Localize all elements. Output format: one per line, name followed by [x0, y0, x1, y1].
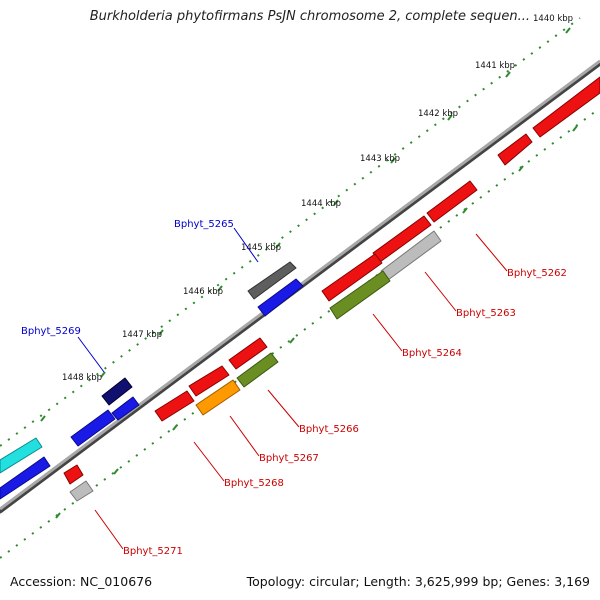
gene-label-5266[interactable]: Bphyt_5266 — [299, 424, 359, 435]
gene-label-5265[interactable]: Bphyt_5265 — [174, 219, 234, 230]
scale-label-1442: 1442 kbp — [418, 109, 458, 119]
gene-5262-arrow[interactable] — [532, 76, 600, 138]
scale-label-1444: 1444 kbp — [301, 199, 341, 209]
scale-label-1441: 1441 kbp — [475, 61, 515, 71]
gene-red-arrow-a[interactable] — [497, 133, 533, 166]
gene-5267-arrow[interactable] — [195, 379, 241, 416]
gene-label-5271[interactable]: Bphyt_5271 — [123, 546, 183, 557]
outer-scale-dots — [0, 17, 581, 447]
scale-label-1446: 1446 kbp — [183, 287, 223, 297]
scale-label-1443: 1443 kbp — [360, 154, 400, 164]
leader-5271 — [94, 509, 124, 550]
accession-text: Accession: NC_010676 — [10, 574, 153, 589]
gene-red-arrow-b[interactable] — [426, 180, 478, 223]
gene-label-5269[interactable]: Bphyt_5269 — [21, 326, 81, 337]
topology-summary: Topology: circular; Length: 3,625,999 bp… — [246, 574, 590, 589]
gene-5265-arrow[interactable] — [247, 261, 297, 300]
gene-blue-arrow-c[interactable] — [70, 409, 116, 447]
gene-red-arrow-e[interactable] — [228, 337, 268, 370]
leader-5262 — [475, 233, 508, 272]
leader-5266 — [267, 389, 300, 428]
gene-label-5262[interactable]: Bphyt_5262 — [507, 268, 567, 279]
scale-label-1448: 1448 kbp — [62, 373, 102, 383]
leader-5269 — [77, 336, 105, 373]
gene-label-5268[interactable]: Bphyt_5268 — [224, 478, 284, 489]
gene-label-5264[interactable]: Bphyt_5264 — [402, 348, 462, 359]
map-title: Burkholderia phytofirmans PsJN chromosom… — [89, 9, 530, 24]
gene-red-arrow-d[interactable] — [321, 253, 383, 302]
outer-major-ticks — [40, 27, 571, 422]
gene-blue-arrow-a[interactable] — [257, 278, 304, 317]
leader-5263 — [424, 271, 457, 312]
scale-label-1440: 1440 kbp — [533, 14, 573, 24]
gene-blue-arrow-b[interactable] — [111, 396, 140, 421]
scale-label-1447: 1447 kbp — [122, 330, 162, 340]
leader-5264 — [372, 313, 403, 352]
gene-red-arrow-g[interactable] — [63, 464, 84, 485]
gene-red-arrow-f[interactable] — [188, 365, 230, 397]
scale-label-1445: 1445 kbp — [241, 243, 281, 253]
leader-5267 — [229, 415, 260, 457]
leader-5265 — [233, 227, 259, 263]
gene-label-5263[interactable]: Bphyt_5263 — [456, 308, 516, 319]
gene-5266-arrow[interactable] — [236, 352, 279, 388]
gene-5264-arrow[interactable] — [329, 270, 391, 320]
gene-blue-arrow-d[interactable] — [0, 456, 51, 500]
gene-cyan-arrow[interactable] — [0, 437, 43, 474]
gene-5268-arrow[interactable] — [154, 390, 195, 422]
gene-label-5267[interactable]: Bphyt_5267 — [259, 453, 319, 464]
gene-features — [0, 76, 600, 502]
gene-5271-arrow[interactable] — [69, 480, 94, 502]
gene-5269-arrow[interactable] — [101, 377, 133, 406]
leader-5268 — [193, 441, 225, 482]
